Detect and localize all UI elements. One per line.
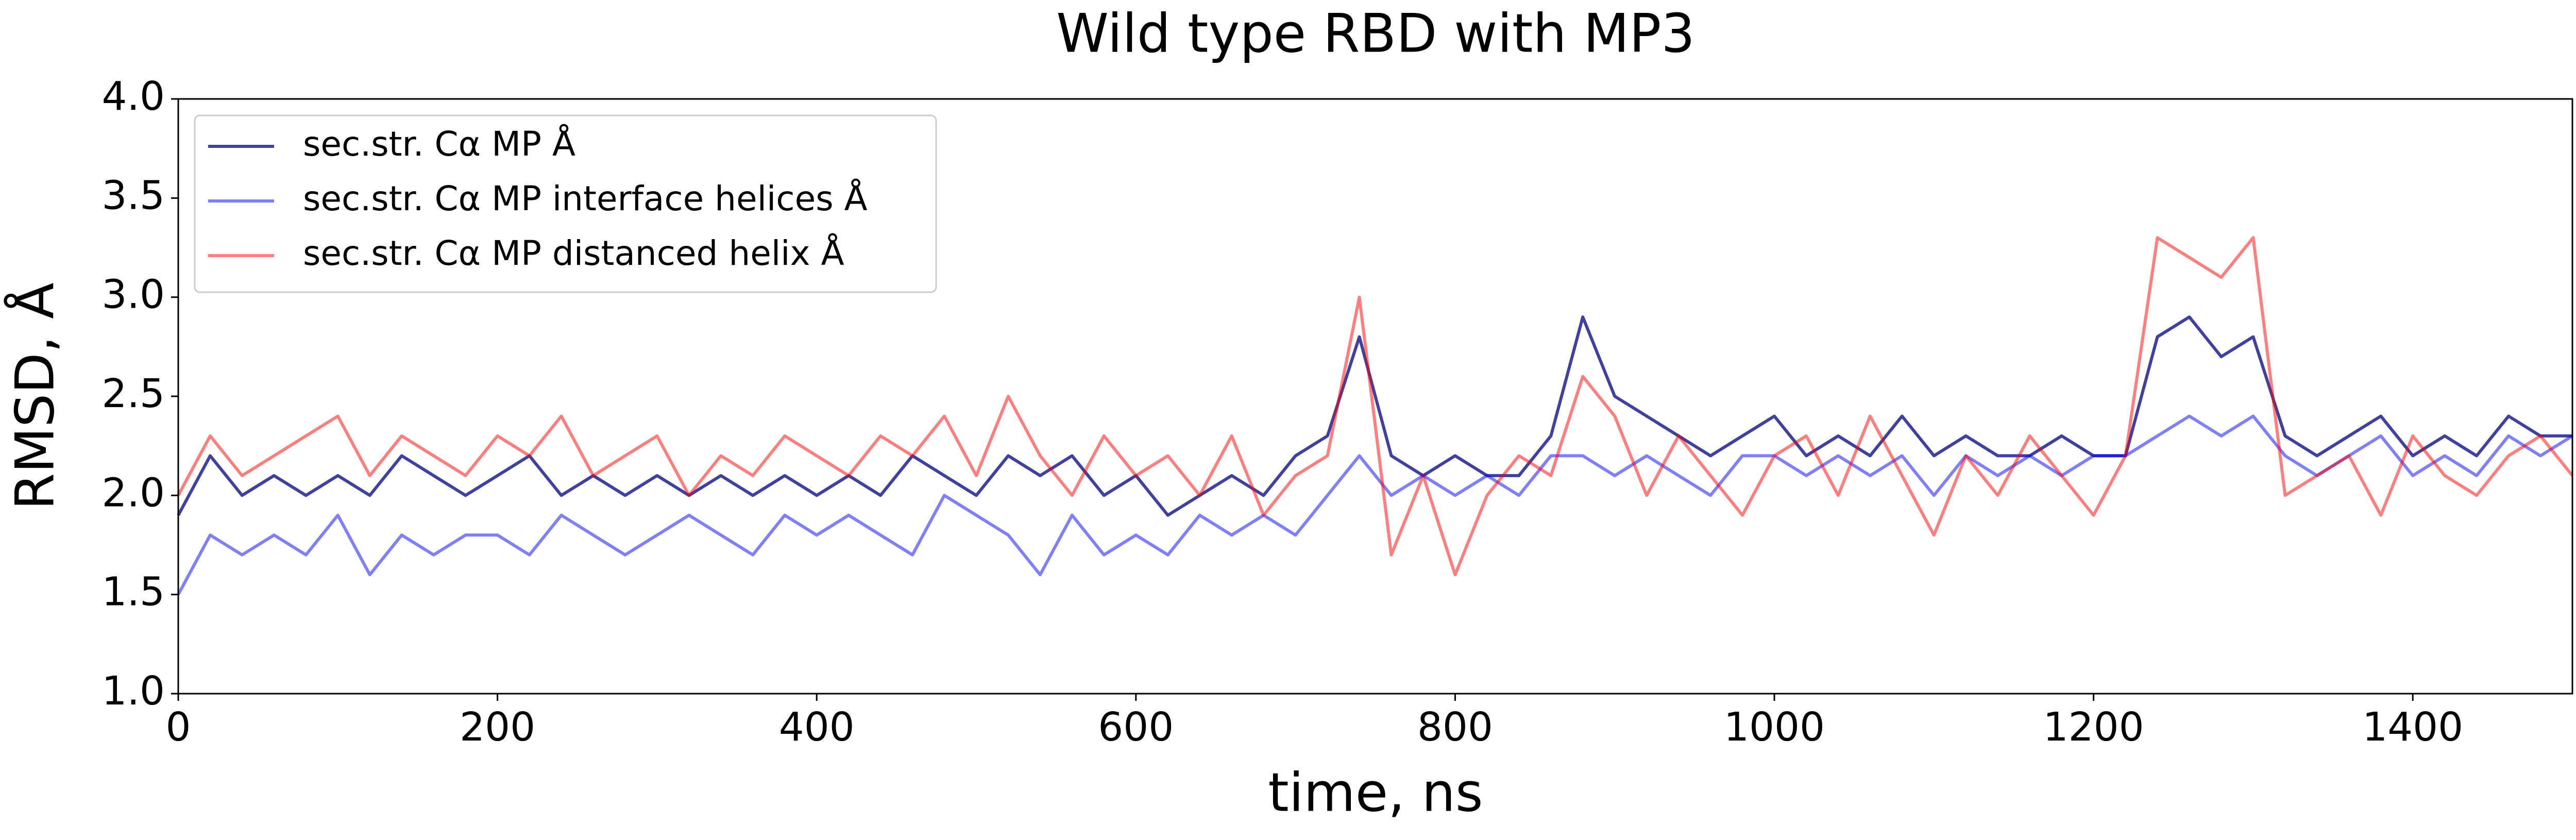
y-tick-label: 3.5 [102,173,165,219]
x-tick-label: 800 [1417,704,1493,750]
y-tick-label: 4.0 [102,74,165,120]
data-line [177,414,2573,596]
y-tick-label: 2.0 [102,470,165,516]
data-line [177,315,2572,517]
plot-frame [177,98,2573,695]
y-tick-label: 1.5 [102,569,165,615]
x-tick-label: 400 [779,704,855,750]
legend-label: sec.str. Cα MP Å [303,124,575,164]
y-axis-label: RMSD, Å [4,282,66,510]
x-tick-label: 1400 [2362,704,2463,750]
chart-title: Wild type RBD with MP3 [1056,3,1695,64]
x-tick-label: 200 [460,704,535,750]
data-line [177,236,2574,577]
x-axis-label: time, ns [1268,762,1483,824]
legend-label: sec.str. Cα MP distanced helix Å [303,233,844,273]
x-tick-label: 1200 [2043,704,2144,750]
y-tick-label: 3.0 [102,272,165,318]
legend: sec.str. Cα MP Å sec.str. Cα MP interface… [194,114,937,293]
x-tick-label: 0 [166,704,191,750]
y-tick-label: 2.5 [102,371,165,417]
legend-box [194,114,937,293]
x-tick-label: 600 [1098,704,1174,750]
x-tick-label: 1000 [1724,704,1825,750]
y-tick-label: 1.0 [102,668,165,714]
legend-label: sec.str. Cα MP interface helices Å [303,179,868,219]
